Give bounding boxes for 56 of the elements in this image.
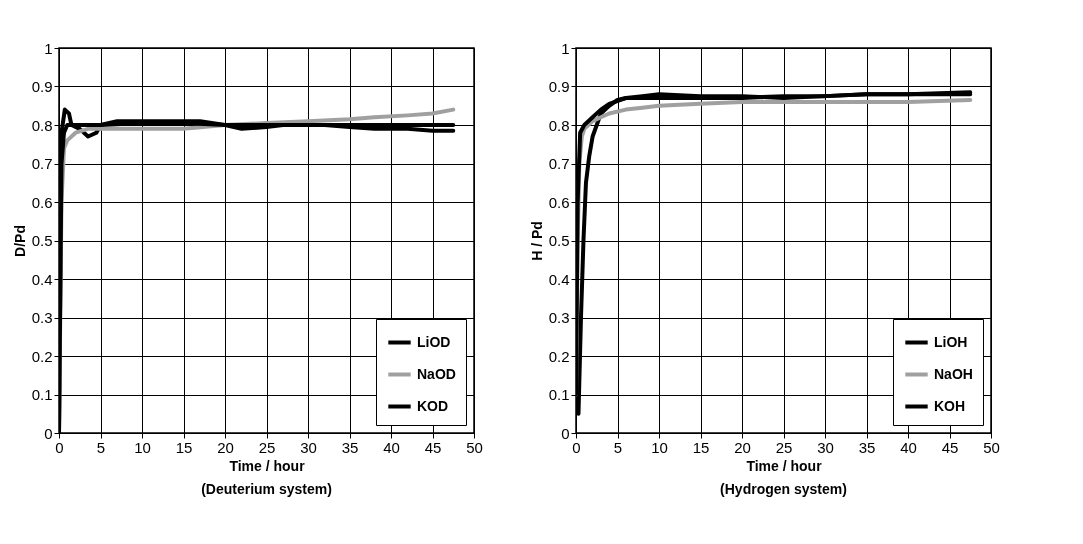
x-tick-label: 35 (341, 438, 359, 456)
text: (Hydrogen system) (720, 481, 847, 497)
x-tick-label: 25 (258, 438, 276, 456)
y-axis-title: H / Pd (528, 221, 545, 261)
legend-label: LiOH (934, 333, 968, 350)
x-tick-label: 20 (734, 438, 751, 456)
y-tick-label: 0.2 (31, 347, 53, 365)
y-tick-label: 0.1 (31, 386, 53, 403)
x-axis-title: Time / hour (746, 457, 823, 474)
y-tick-label: 0.7 (548, 155, 570, 172)
y-tick-label: 0.6 (548, 193, 570, 211)
x-tick-label: 50 (466, 438, 483, 456)
x-tick-label: 15 (692, 438, 710, 456)
x-tick-label: 45 (424, 438, 442, 456)
x-tick-label: 10 (651, 438, 668, 456)
y-tick-label: 0.5 (31, 232, 53, 249)
y-tick-label: 0.9 (31, 78, 53, 95)
x-tick-label: 10 (134, 438, 151, 456)
y-tick-label: 0.4 (548, 270, 570, 288)
x-tick-label: 5 (96, 438, 106, 456)
x-tick-label: 30 (300, 438, 317, 456)
y-tick-label: 1 (561, 39, 570, 57)
y-tick-label: 0.1 (548, 386, 570, 403)
legend-label: LiOD (417, 333, 451, 350)
x-tick-label: 45 (941, 438, 959, 456)
y-tick-label: 0.8 (548, 116, 570, 134)
x-tick-label: 0 (572, 438, 581, 456)
x-tick-label: 25 (775, 438, 793, 456)
x-axis-title: Time / hour (229, 457, 306, 474)
y-tick-label: 0.6 (31, 193, 53, 211)
y-tick-label: 0 (44, 424, 53, 442)
x-tick-label: 20 (217, 438, 234, 456)
x-tick-label: 5 (613, 438, 623, 456)
x-tick-label: 50 (983, 438, 1000, 456)
legend-label: KOH (934, 397, 966, 414)
x-tick-label: 30 (817, 438, 834, 456)
y-tick-label: 1 (44, 39, 53, 57)
legend-label: NaOD (417, 365, 456, 382)
text: (Deuterium system) (201, 481, 332, 497)
x-tick-label: 0 (55, 438, 64, 456)
y-tick-label: 0.4 (31, 270, 53, 288)
y-tick-label: 0.3 (31, 309, 53, 326)
x-tick-label: 40 (900, 438, 917, 456)
y-tick-label: 0 (561, 424, 570, 442)
y-tick-label: 0.8 (31, 116, 53, 134)
y-axis-title: D/Pd (11, 225, 28, 257)
x-tick-label: 40 (383, 438, 400, 456)
y-tick-label: 0.2 (548, 347, 570, 365)
legend-label: KOD (417, 397, 449, 414)
y-tick-label: 0.9 (548, 78, 570, 95)
x-tick-label: 15 (175, 438, 193, 456)
y-tick-label: 0.5 (548, 232, 570, 249)
x-tick-label: 35 (858, 438, 876, 456)
y-tick-label: 0.3 (548, 309, 570, 326)
legend-label: NaOH (934, 365, 973, 382)
y-tick-label: 0.7 (31, 155, 53, 172)
